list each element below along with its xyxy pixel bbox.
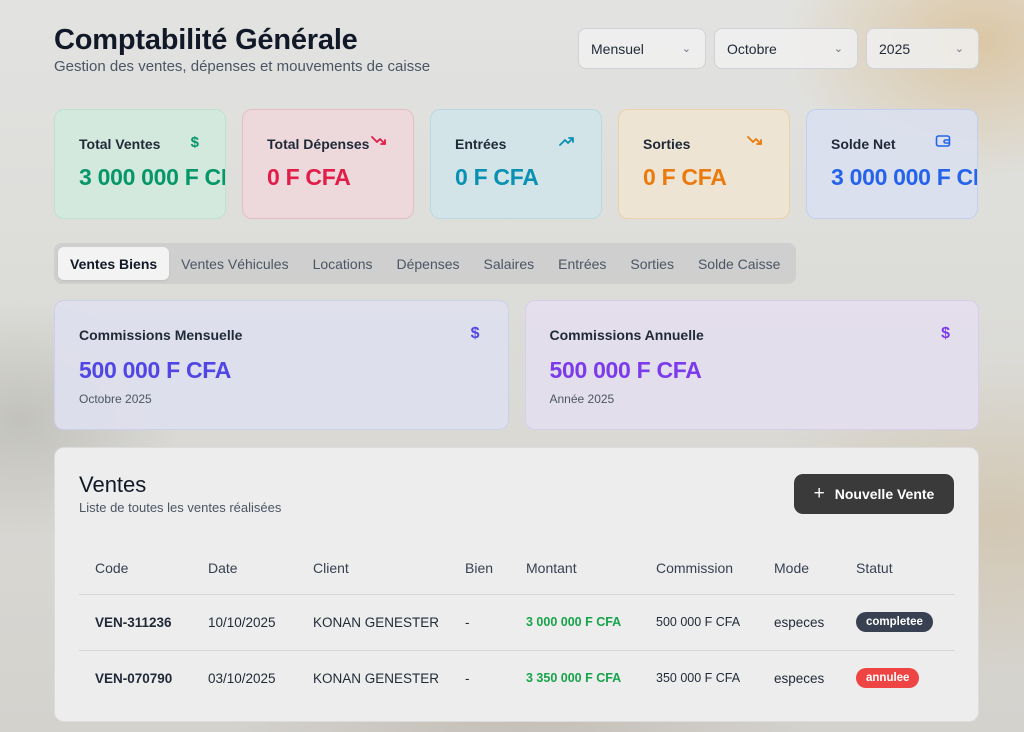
table-row[interactable]: VEN-070790 03/10/2025 KONAN GENESTER - 3… (79, 650, 955, 706)
page-subtitle: Gestion des ventes, dépenses et mouvemen… (54, 58, 431, 75)
month-select[interactable]: Octobre ⌄ (714, 28, 858, 69)
commission-label: Commissions Annuelle (549, 327, 704, 343)
tab-sorties[interactable]: Sorties (630, 255, 674, 272)
stat-label: Total Ventes (79, 136, 161, 152)
cell-montant: 3 350 000 F CFA (526, 671, 622, 686)
month-select-value: Octobre (727, 40, 777, 57)
filters: Mensuel ⌄ Octobre ⌄ 2025 ⌄ (578, 28, 979, 69)
page-title: Comptabilité Générale (54, 24, 358, 56)
commission-value: 500 000 F CFA (79, 357, 232, 383)
column-header[interactable]: Statut (840, 543, 955, 595)
stat-card-total-depenses: Total Dépenses 0 F CFA (242, 109, 414, 219)
column-header[interactable]: Code (79, 543, 192, 595)
cell-montant: 3 000 000 F CFA (510, 594, 640, 651)
column-header[interactable]: Mode (758, 543, 840, 595)
column-header[interactable]: Date (192, 543, 297, 595)
chevron-down-icon: ⌄ (681, 43, 691, 55)
tab-entrees[interactable]: Entrées (558, 255, 607, 272)
tab-solde-caisse[interactable]: Solde Caisse (697, 255, 781, 272)
commission-label: Commissions Mensuelle (79, 327, 243, 343)
cell-mode: especes (774, 670, 825, 686)
sales-title: Ventes (79, 472, 147, 497)
sales-subtitle: Liste de toutes les ventes réalisées (79, 500, 282, 515)
trending-up-icon (559, 134, 575, 151)
status-badge: completee (856, 612, 933, 632)
page-header: Comptabilité Générale Gestion des ventes… (54, 20, 979, 75)
stat-card-entrees: Entrées 0 F CFA (430, 109, 602, 219)
cell-statut: completee (840, 594, 955, 651)
dollar-icon: $ (190, 134, 199, 151)
stat-value: 0 F CFA (643, 164, 727, 190)
new-sale-button[interactable]: + Nouvelle Vente (794, 474, 954, 514)
stat-value: 0 F CFA (267, 164, 351, 190)
column-header[interactable]: Client (297, 543, 449, 595)
stat-label: Solde Net (831, 136, 896, 152)
cell-bien: - (465, 670, 470, 686)
stat-value: 3 000 000 F CFA (831, 164, 977, 190)
cell-commission: 500 000 F CFA (640, 594, 758, 651)
trending-down-icon (371, 134, 387, 151)
tab-salaires[interactable]: Salaires (483, 255, 535, 272)
tab-locations[interactable]: Locations (312, 255, 373, 272)
cell-commission: 350 000 F CFA (656, 671, 741, 686)
period-select[interactable]: Mensuel ⌄ (578, 28, 706, 69)
commission-value: 500 000 F CFA (549, 357, 702, 383)
chevron-down-icon: ⌄ (833, 43, 843, 55)
title-block: Comptabilité Générale Gestion des ventes… (54, 20, 430, 75)
commission-card-monthly: Commissions Mensuelle 500 000 F CFA Octo… (54, 300, 509, 430)
tab-ventes-biens[interactable]: Ventes Biens (58, 247, 170, 280)
dollar-icon: $ (470, 325, 480, 342)
stats-row: Total Ventes 3 000 000 F CFA $ Total Dép… (54, 109, 979, 219)
column-header[interactable]: Commission (640, 543, 758, 595)
stat-label: Sorties (643, 136, 691, 152)
cell-client: KONAN GENESTER (297, 594, 449, 651)
stat-value: 0 F CFA (455, 164, 539, 190)
column-header[interactable]: Montant (510, 543, 640, 595)
stat-card-total-ventes: Total Ventes 3 000 000 F CFA $ (54, 109, 226, 219)
tab-depenses[interactable]: Dépenses (396, 255, 460, 272)
commission-card-annual: Commissions Annuelle 500 000 F CFA Année… (524, 300, 979, 430)
cell-client: KONAN GENESTER (313, 670, 440, 686)
cell-date: 03/10/2025 (208, 670, 276, 686)
year-select[interactable]: 2025 ⌄ (866, 28, 979, 69)
trending-down-icon (747, 134, 763, 151)
cell-mode: especes (758, 594, 840, 651)
dollar-icon: $ (941, 325, 950, 342)
commissions-row: Commissions Mensuelle 500 000 F CFA Octo… (54, 300, 979, 430)
plus-icon: + (813, 483, 825, 504)
table-header-row: Code Date Client Bien Montant Commission… (79, 543, 955, 595)
sales-table: Code Date Client Bien Montant Commission… (79, 543, 955, 706)
cell-code: VEN-070790 (95, 670, 173, 686)
accounting-page: Comptabilité Générale Gestion des ventes… (54, 20, 979, 722)
period-select-value: Mensuel (591, 40, 644, 57)
chevron-down-icon: ⌄ (954, 43, 964, 55)
table-row[interactable]: VEN-311236 10/10/2025 KONAN GENESTER - 3… (79, 594, 955, 651)
cell-bien: - (449, 594, 510, 651)
commission-period: Année 2025 (549, 392, 615, 406)
commission-period: Octobre 2025 (79, 392, 152, 406)
status-badge: annulee (856, 668, 920, 689)
stat-card-solde-net: Solde Net 3 000 000 F CFA (806, 109, 978, 219)
new-sale-label: Nouvelle Vente (834, 486, 935, 502)
stat-label: Total Dépenses (267, 136, 370, 152)
tab-ventes-vehicules[interactable]: Ventes Véhicules (181, 255, 289, 272)
sales-panel: Ventes Liste de toutes les ventes réalis… (54, 447, 979, 722)
cell-date: 10/10/2025 (192, 594, 297, 651)
cell-statut: annulee (840, 650, 955, 706)
section-tabs: Ventes Biens Ventes Véhicules Locations … (54, 243, 797, 284)
stat-value: 3 000 000 F CFA (79, 164, 225, 190)
year-select-value: 2025 (879, 40, 911, 57)
cell-code: VEN-311236 (79, 594, 192, 651)
column-header[interactable]: Bien (449, 543, 510, 595)
stat-card-sorties: Sorties 0 F CFA (618, 109, 790, 219)
wallet-icon (935, 134, 951, 152)
stat-label: Entrées (455, 136, 507, 152)
